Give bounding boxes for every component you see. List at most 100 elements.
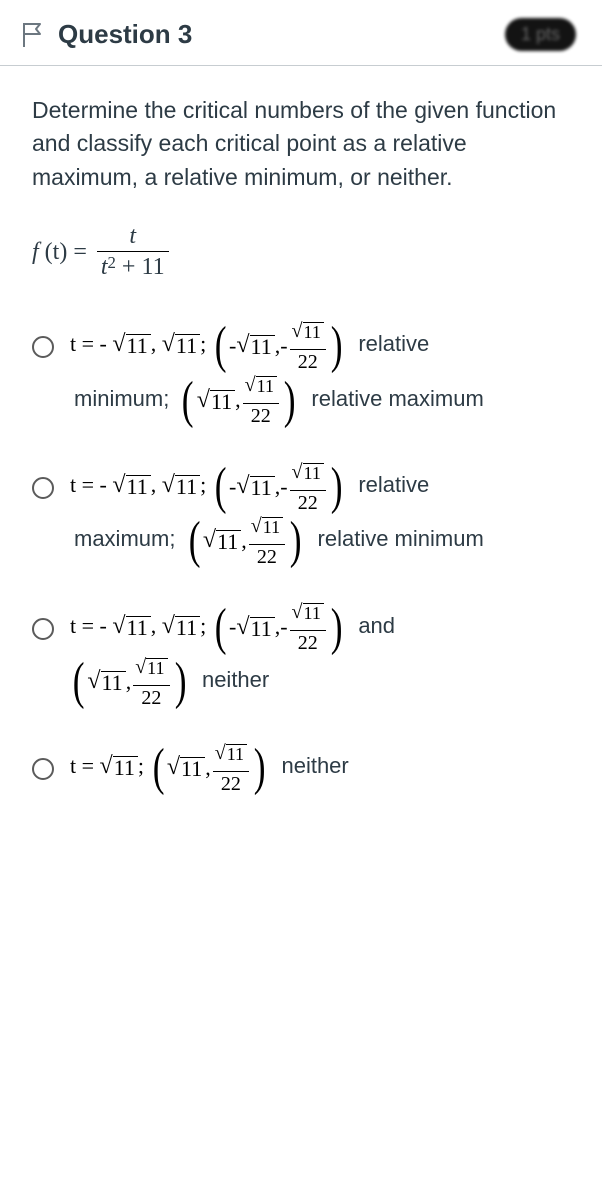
den-t: t	[101, 254, 108, 280]
question-prompt: Determine the critical numbers of the gi…	[32, 94, 570, 194]
comma: ,	[151, 613, 162, 638]
frac-sqrt11-over-22: √1122	[290, 602, 326, 653]
paren-group: (- √11, - √1122)	[212, 320, 346, 373]
fraction-bar	[97, 251, 169, 252]
option-line: t = √11; (√11, √1122) neither	[70, 740, 353, 794]
f-symbol: f	[32, 239, 39, 265]
comma: ,	[241, 515, 247, 568]
option-line: maximum; (√11, √1122) relative minimum	[70, 513, 488, 567]
answer-option[interactable]: t = - √11, √11; (- √11, - √1122) relativ…	[32, 318, 570, 427]
paren-group: (√11, √1122)	[150, 742, 269, 795]
answer-option[interactable]: t = - √11, √11; (- √11, - √1122) and(√11…	[32, 600, 570, 709]
answer-options: t = - √11, √11; (- √11, - √1122) relativ…	[32, 318, 570, 794]
tail-word: relative	[352, 331, 429, 356]
function-lhs: f (t) =	[32, 239, 87, 266]
neg: -	[280, 320, 287, 373]
neg: -	[229, 320, 236, 373]
fraction-denominator: t2 + 11	[97, 254, 169, 280]
sqrt-11: √11	[245, 375, 277, 401]
option-content: t = - √11, √11; (- √11, - √1122) and(√11…	[70, 600, 399, 709]
f-paren: (t) =	[39, 239, 87, 265]
radio-button[interactable]	[32, 336, 54, 358]
option-content: t = √11; (√11, √1122) neither	[70, 740, 353, 794]
frac-sqrt11-over-22: √1122	[133, 657, 169, 708]
radio-button[interactable]	[32, 758, 54, 780]
sqrt-11: √11	[215, 743, 247, 769]
paren-group: (- √11, - √1122)	[212, 601, 346, 654]
paren-group: (- √11, - √1122)	[212, 461, 346, 514]
tail-word: and	[352, 613, 395, 638]
comma: ,	[235, 374, 241, 427]
den-rest: + 11	[116, 254, 165, 280]
answer-option[interactable]: t = - √11, √11; (- √11, - √1122) relativ…	[32, 459, 570, 568]
option-line: t = - √11, √11; (- √11, - √1122) relativ…	[70, 459, 488, 513]
tail-word: neither	[275, 753, 348, 778]
sqrt-11: √11	[292, 462, 324, 488]
semicolon: ;	[200, 331, 212, 356]
neg: -	[280, 601, 287, 654]
sqrt-11: √11	[87, 669, 125, 695]
sqrt-11: √11	[292, 602, 324, 628]
tail-word: neither	[196, 667, 269, 692]
frac-sqrt11-over-22: √1122	[249, 516, 285, 567]
comma: ,	[151, 331, 162, 356]
option-line: minimum; (√11, √1122) relative maximum	[70, 373, 488, 427]
sqrt-11: √11	[236, 474, 274, 500]
lead-word: minimum;	[74, 386, 175, 411]
sqrt-11: √11	[251, 516, 283, 542]
option-content: t = - √11, √11; (- √11, - √1122) relativ…	[70, 318, 488, 427]
frac-sqrt11-over-22: √1122	[213, 743, 249, 794]
title-group: Question 3	[20, 19, 192, 50]
sqrt-11: √11	[162, 332, 200, 358]
question-body: Determine the critical numbers of the gi…	[0, 66, 602, 827]
option-line: (√11, √1122) neither	[70, 654, 399, 708]
sqrt-11: √11	[112, 332, 150, 358]
lead-word: maximum;	[74, 526, 182, 551]
sqrt-11: √11	[203, 528, 241, 554]
semicolon: ;	[200, 613, 212, 638]
option-content: t = - √11, √11; (- √11, - √1122) relativ…	[70, 459, 488, 568]
flag-icon[interactable]	[20, 20, 46, 50]
neg: -	[280, 461, 287, 514]
comma: ,	[205, 742, 211, 795]
sqrt-11: √11	[135, 657, 167, 683]
den-exp: 2	[108, 253, 116, 272]
fraction-numerator: t	[125, 224, 140, 249]
question-title: Question 3	[58, 19, 192, 50]
points-badge: 1 pts	[505, 18, 576, 51]
sqrt-11: √11	[236, 333, 274, 359]
prefix: t = -	[70, 613, 112, 638]
function-fraction: t t2 + 11	[97, 224, 169, 280]
tail-word: relative maximum	[305, 386, 483, 411]
option-line: t = - √11, √11; (- √11, - √1122) and	[70, 600, 399, 654]
tail-word: relative minimum	[311, 526, 483, 551]
answer-option[interactable]: t = √11; (√11, √1122) neither	[32, 740, 570, 794]
radio-button[interactable]	[32, 618, 54, 640]
radio-button[interactable]	[32, 477, 54, 499]
prefix: t = -	[70, 472, 112, 497]
sqrt-11: √11	[167, 755, 205, 781]
paren-group: (√11, √1122)	[179, 374, 298, 427]
sqrt-11: √11	[100, 754, 138, 780]
frac-sqrt11-over-22: √1122	[290, 462, 326, 513]
semicolon: ;	[138, 753, 150, 778]
comma: ,	[151, 472, 162, 497]
question-page: Question 3 1 pts Determine the critical …	[0, 0, 602, 1200]
function-definition: f (t) = t t2 + 11	[32, 224, 570, 280]
frac-sqrt11-over-22: √1122	[243, 375, 279, 426]
tail-word: relative	[352, 472, 429, 497]
sqrt-11: √11	[112, 614, 150, 640]
prefix: t = -	[70, 331, 112, 356]
option-line: t = - √11, √11; (- √11, - √1122) relativ…	[70, 318, 488, 372]
semicolon: ;	[200, 472, 212, 497]
sqrt-11: √11	[162, 614, 200, 640]
question-header: Question 3 1 pts	[0, 0, 602, 66]
frac-sqrt11-over-22: √1122	[290, 321, 326, 372]
sqrt-11: √11	[236, 615, 274, 641]
paren-group: (√11, √1122)	[70, 656, 189, 709]
neg: -	[229, 601, 236, 654]
sqrt-11: √11	[162, 473, 200, 499]
sqrt-11: √11	[112, 473, 150, 499]
sqrt-11: √11	[292, 321, 324, 347]
sqrt-11: √11	[197, 388, 235, 414]
